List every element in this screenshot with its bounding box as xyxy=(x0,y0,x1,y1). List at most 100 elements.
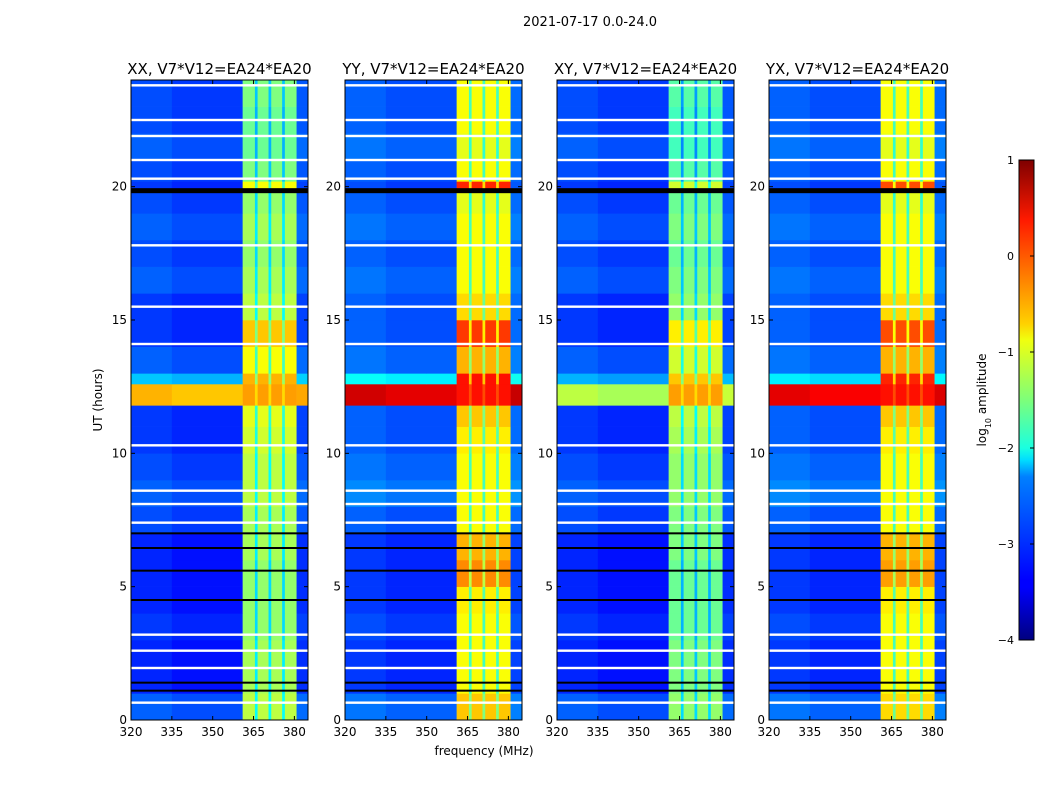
heatmap-cell xyxy=(485,666,497,694)
heatmap-cell xyxy=(282,181,286,193)
heatmap-cell xyxy=(557,480,599,507)
heatmap-cell xyxy=(426,266,457,294)
heatmap-cell xyxy=(282,133,286,161)
heatmap-cell xyxy=(385,453,427,481)
heatmap-cell xyxy=(694,613,698,641)
heatmap-cell xyxy=(385,506,427,534)
heatmap-cell xyxy=(296,133,309,161)
heatmap-cell xyxy=(668,506,682,534)
heatmap-cell xyxy=(934,506,947,534)
heatmap-cell xyxy=(257,384,269,406)
heatmap-cell xyxy=(471,453,483,481)
heatmap-cell xyxy=(456,160,470,182)
heatmap-cell xyxy=(471,640,483,667)
heatmap-cell xyxy=(426,426,457,454)
heatmap-cell xyxy=(668,426,682,454)
heatmap-cell xyxy=(895,560,907,587)
heatmap-cell xyxy=(680,405,684,427)
heatmap-cell xyxy=(496,266,500,294)
heatmap-cell xyxy=(171,533,213,561)
heatmap-cell xyxy=(710,373,723,385)
heatmap-cell xyxy=(680,666,684,694)
heatmap-cell xyxy=(498,240,511,267)
heatmap-cell xyxy=(271,453,283,481)
heatmap-cell xyxy=(131,192,173,214)
heatmap-cell xyxy=(482,560,486,587)
flagged-row xyxy=(557,502,734,506)
heatmap-cell xyxy=(694,133,698,161)
heatmap-cell xyxy=(680,160,684,182)
heatmap-cell xyxy=(892,405,896,427)
heatmap-cell xyxy=(722,320,735,347)
heatmap-cell xyxy=(880,613,894,641)
heatmap-cell xyxy=(271,213,283,241)
heatmap-cell xyxy=(131,181,173,193)
heatmap-cell xyxy=(284,213,297,241)
heatmap-cell xyxy=(922,181,935,193)
colorbar-label-sub: 10 xyxy=(984,418,993,428)
heatmap-cell xyxy=(456,613,470,641)
heatmap-cell xyxy=(268,533,272,561)
heatmap-cell xyxy=(257,373,269,385)
heatmap-cell xyxy=(683,192,695,214)
heatmap-cell xyxy=(271,133,283,161)
heatmap-cell xyxy=(282,405,286,427)
heatmap-cell xyxy=(680,181,684,193)
heatmap-cell xyxy=(282,560,286,587)
heatmap-cell xyxy=(268,181,272,193)
heatmap-cell xyxy=(708,613,712,641)
heatmap-cell xyxy=(345,192,387,214)
heatmap-cell xyxy=(471,693,483,721)
flagged-row xyxy=(557,244,734,247)
heatmap-cell xyxy=(680,480,684,507)
heatmap-cell xyxy=(468,480,472,507)
heatmap-cell xyxy=(254,405,258,427)
heatmap-cell xyxy=(638,373,669,385)
x-axis-label: frequency (MHz) xyxy=(434,744,533,758)
heatmap-cell xyxy=(920,181,924,193)
heatmap-cell xyxy=(557,192,599,214)
heatmap-cell xyxy=(171,640,213,667)
heatmap-cell xyxy=(683,405,695,427)
dark-row xyxy=(345,681,522,684)
heatmap-cell xyxy=(271,613,283,641)
heatmap-cell xyxy=(697,346,709,374)
flagged-row xyxy=(345,305,522,308)
heatmap-cell xyxy=(498,373,511,385)
heatmap-cell xyxy=(906,133,910,161)
heatmap-cell xyxy=(557,80,599,107)
heatmap-cell xyxy=(906,453,910,481)
flagged-row xyxy=(345,118,522,122)
heatmap-cell xyxy=(638,266,669,294)
heatmap-cell xyxy=(254,80,258,107)
heatmap-cell xyxy=(909,506,921,534)
colorbar-tick-label: −4 xyxy=(998,634,1014,647)
heatmap-cell xyxy=(257,266,269,294)
heatmap-cell xyxy=(880,533,894,561)
heatmap-cell xyxy=(485,373,497,385)
heatmap-cell xyxy=(282,640,286,667)
dark-row xyxy=(769,547,946,549)
heatmap-cell xyxy=(296,240,309,267)
heatmap-cell xyxy=(426,405,457,427)
heatmap-cell xyxy=(426,453,457,481)
heatmap-cell xyxy=(271,560,283,587)
heatmap-cell xyxy=(906,213,910,241)
heatmap-cell xyxy=(131,133,173,161)
heatmap-cell xyxy=(895,506,907,534)
heatmap-cell xyxy=(694,480,698,507)
heatmap-cell xyxy=(468,192,472,214)
heatmap-cell xyxy=(769,181,811,193)
heatmap-cell xyxy=(482,266,486,294)
heatmap-cell xyxy=(880,133,894,161)
heatmap-cell xyxy=(909,133,921,161)
heatmap-cell xyxy=(468,346,472,374)
heatmap-cell xyxy=(268,160,272,182)
heatmap-cell xyxy=(385,320,427,347)
heatmap-cell xyxy=(345,320,387,347)
heatmap-cell xyxy=(850,192,881,214)
heatmap-cell xyxy=(385,480,427,507)
heatmap-cell xyxy=(284,405,297,427)
heatmap-cell xyxy=(254,666,258,694)
panel-title: YY, V7*V12=EA24*EA20 xyxy=(341,60,524,78)
